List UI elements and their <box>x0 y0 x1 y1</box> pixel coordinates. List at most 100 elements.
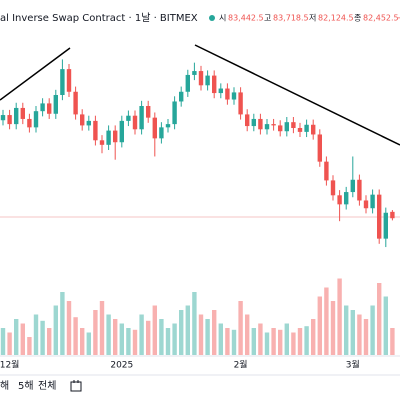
trend-line <box>194 44 400 146</box>
volume-bar <box>47 328 52 355</box>
volume-bar <box>165 328 171 355</box>
candle-body <box>14 107 19 125</box>
change-value: −99 <box>397 14 400 23</box>
candle-body <box>20 107 25 119</box>
volume-bar <box>245 314 250 355</box>
volume-bar <box>159 319 164 355</box>
candle-body <box>357 179 362 201</box>
candle-body <box>66 69 72 92</box>
candle-body <box>278 125 283 132</box>
volume-bar <box>7 332 12 355</box>
candle-body <box>258 118 263 130</box>
candle-body <box>86 120 91 126</box>
candle-body <box>99 140 105 145</box>
volume-bar <box>291 332 296 355</box>
volume-bar <box>264 332 270 355</box>
icon-body <box>70 381 82 392</box>
candle-body <box>245 114 250 127</box>
volume-bar <box>93 310 98 355</box>
range-button[interactable]: 전체 <box>38 380 56 392</box>
volume-bar <box>172 323 177 355</box>
candle-body <box>132 115 138 130</box>
calendar-icon[interactable] <box>70 380 82 392</box>
candle-body <box>350 179 355 193</box>
candle-body <box>291 122 296 128</box>
candle-body <box>40 103 45 112</box>
volume-bar <box>344 305 349 355</box>
volume-bar <box>337 278 342 355</box>
candle-body <box>304 124 309 132</box>
volume-bar <box>152 305 157 355</box>
volume-bar <box>192 292 197 355</box>
volume-bar <box>198 314 204 355</box>
volume-bar <box>284 323 289 355</box>
volume-bar <box>106 314 111 355</box>
candle-body <box>93 120 98 141</box>
volume-bar <box>185 305 190 355</box>
candle-body <box>205 75 210 86</box>
volume-bar <box>212 310 217 355</box>
volume-bar <box>324 287 329 355</box>
volume-bar <box>238 301 243 355</box>
volume-bar <box>278 329 283 355</box>
candle-body <box>106 130 111 145</box>
candle-body <box>73 91 78 115</box>
candle-body <box>179 91 184 102</box>
ohlc-label: 시 <box>219 14 226 23</box>
ohlc-value: 83,718.5 <box>273 14 309 23</box>
candle-body <box>218 88 223 94</box>
candle-body <box>159 127 164 139</box>
volume-bar <box>258 323 263 355</box>
volume-bar <box>146 320 151 355</box>
candle-body <box>383 212 388 239</box>
volume-bar <box>357 314 362 355</box>
volume-bar <box>53 305 58 355</box>
header-bg <box>0 8 400 28</box>
volume-bar <box>86 332 91 355</box>
volume-bar <box>317 296 322 355</box>
candle-body <box>0 115 6 121</box>
volume-bar <box>271 328 276 355</box>
volume-bar <box>218 323 223 355</box>
volume-bar <box>60 292 65 355</box>
volume-bar <box>363 319 369 355</box>
candle-body <box>337 195 342 205</box>
volume-bar <box>390 328 395 355</box>
candle-body <box>324 161 329 181</box>
volume-bar <box>231 329 237 355</box>
candle-body <box>344 192 349 205</box>
ohlc-label: 종 <box>354 14 361 23</box>
candle-body <box>231 92 237 100</box>
ohlc-label: 고 <box>264 14 271 23</box>
candle-body <box>139 106 144 130</box>
volume-bar <box>40 320 45 355</box>
candle-body <box>185 74 190 92</box>
range-button[interactable]: 5해 <box>18 379 34 392</box>
volume-bar <box>179 310 184 355</box>
volume-bar <box>330 301 336 355</box>
candle-body <box>390 211 395 219</box>
volume-bar <box>27 337 32 355</box>
ohlc-label: 저 <box>309 14 316 23</box>
candle-body <box>27 118 32 128</box>
volume-bar <box>126 328 131 355</box>
candle-body <box>152 117 157 139</box>
chart-title: al Inverse Swap Contract · 1날 · BITMEX <box>0 12 198 24</box>
volume-bar <box>119 323 124 355</box>
x-tick-label: 2월 <box>234 359 248 371</box>
ohlc-value: 82,452.5 <box>363 14 399 23</box>
volume-bar <box>73 317 78 355</box>
candle-body <box>192 71 197 75</box>
volume-bar <box>205 319 210 355</box>
volume-bar <box>20 323 25 355</box>
candle-body <box>126 115 131 121</box>
volume-bar <box>350 310 355 355</box>
candle-body <box>172 101 177 125</box>
range-button[interactable]: 해 <box>0 379 9 392</box>
volume-bar <box>370 305 375 355</box>
ohlc-value: 83,442.5 <box>228 14 264 23</box>
candle-body <box>363 200 369 209</box>
volume-bar <box>225 328 230 355</box>
